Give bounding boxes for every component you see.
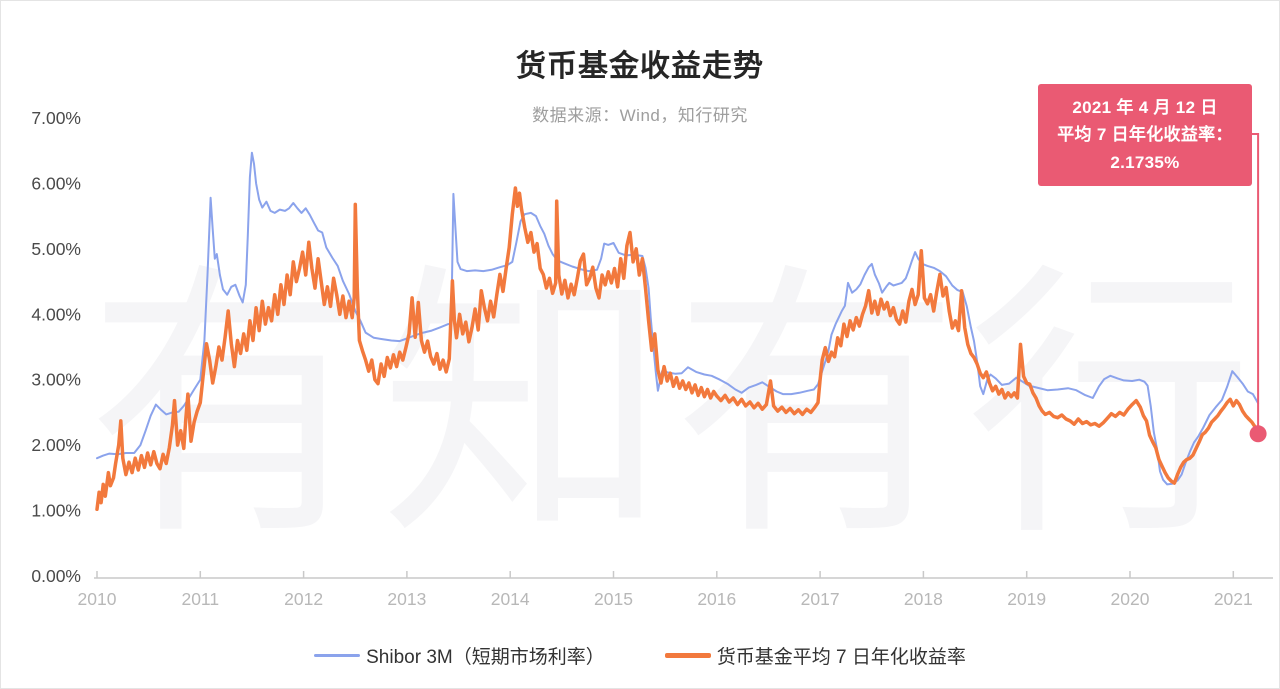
endpoint-dot (1249, 425, 1267, 443)
x-axis-label: 2010 (78, 589, 117, 609)
watermark-text: 有知有行 (87, 246, 1259, 567)
x-axis-label: 2017 (801, 589, 840, 609)
y-axis-label: 1.00% (31, 501, 81, 521)
x-axis-label: 2020 (1111, 589, 1150, 609)
legend-label-shibor: Shibor 3M（短期市场利率） (366, 647, 605, 668)
fund-line-swatch (664, 653, 711, 658)
chart-subtitle: 数据来源：Wind，知行研究 (532, 106, 748, 125)
x-axis-label: 2019 (1007, 589, 1046, 609)
x-axis-label: 2016 (697, 589, 736, 609)
x-axis-label: 2011 (181, 589, 219, 609)
y-axis-label: 2.00% (31, 435, 81, 455)
legend-label-fund: 货币基金平均 7 日年化收益率 (716, 647, 966, 668)
chart-title: 货币基金收益走势 (516, 50, 764, 83)
y-axis-label: 3.00% (31, 370, 81, 390)
annotation-value: 2.1735% (1110, 152, 1180, 172)
x-axis-label: 2012 (284, 589, 323, 609)
fund-line-series (95, 186, 1260, 512)
y-axis-label: 5.00% (31, 239, 81, 259)
y-axis-label: 7.00% (31, 108, 81, 128)
y-axis-label: 6.00% (31, 173, 81, 193)
x-axis-label: 2021 (1214, 589, 1253, 609)
x-axis-label: 2013 (387, 589, 426, 609)
x-axis-label: 2015 (594, 589, 633, 609)
annotation-connector-line (1252, 133, 1260, 434)
x-axis-label: 2018 (904, 589, 943, 609)
y-axis-label: 0.00% (31, 566, 81, 586)
legend: Shibor 3M（短期市场利率） 货币基金平均 7 日年化收益率 (1, 642, 1279, 669)
y-axis-label: 4.00% (31, 304, 81, 324)
legend-item-shibor[interactable]: Shibor 3M（短期市场利率） (314, 642, 605, 669)
annotation-metric-label: 平均 7 日年化收益率： (1057, 125, 1233, 145)
shibor-line-swatch (314, 654, 361, 657)
x-axis-label: 2014 (491, 589, 530, 609)
legend-item-fund[interactable]: 货币基金平均 7 日年化收益率 (664, 642, 966, 669)
annotation-date: 2021 年 4 月 12 日 (1072, 97, 1218, 117)
annotation-box: 2021 年 4 月 12 日 平均 7 日年化收益率： 2.1735% (1038, 84, 1252, 186)
